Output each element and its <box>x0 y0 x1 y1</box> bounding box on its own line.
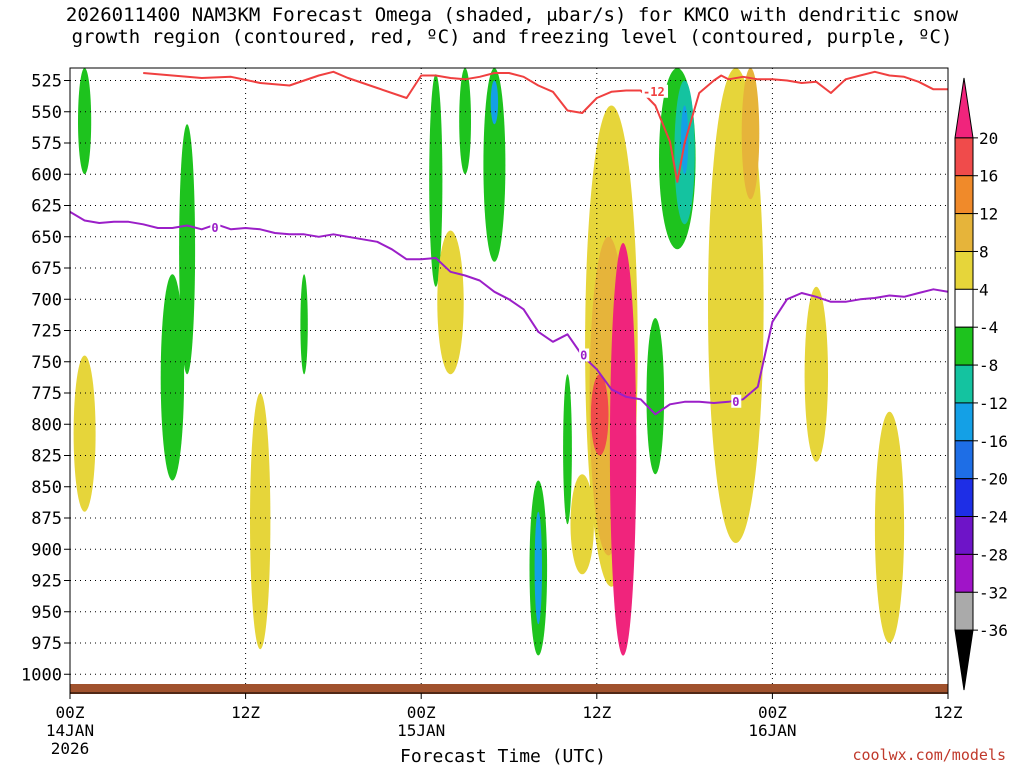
colorbar-bin-13 <box>954 591 974 631</box>
colorbar-label-6: -8 <box>979 356 998 375</box>
omega-region-20 <box>609 242 637 656</box>
colorbar-bin-12 <box>954 553 974 593</box>
omega-region-0 <box>78 68 92 175</box>
colorbar-label-7: -12 <box>979 394 1008 413</box>
colorbar-bin-7 <box>954 364 974 404</box>
colorbar-bin-5 <box>954 288 974 328</box>
y-tick-label-900: 900 <box>31 540 62 560</box>
x-tick-label-5: 12Z <box>934 703 963 722</box>
colorbar-bin-6 <box>954 326 974 366</box>
terrain-ground <box>70 684 948 694</box>
title-line-1: 2026011400 NAM3KM Forecast Omega (shaded… <box>65 4 959 26</box>
colorbar-label-9: -20 <box>979 470 1008 489</box>
colorbar-arrow-bottom <box>954 629 974 691</box>
y-tick-label-775: 775 <box>31 384 62 404</box>
colorbar-arrow-top <box>954 77 974 139</box>
omega-region-9 <box>534 511 542 625</box>
colorbar-bin-11 <box>954 516 974 555</box>
dgz-label: -12 <box>643 85 665 99</box>
y-tick-label-675: 675 <box>31 259 62 279</box>
dgz-label-bg <box>642 84 669 98</box>
y-tick-label-600: 600 <box>31 165 62 185</box>
colorbar-label-4: 4 <box>979 280 989 299</box>
colorbar-bin-1 <box>954 137 974 177</box>
y-tick-label-550: 550 <box>31 103 62 123</box>
credit-text: coolwx.com/models <box>852 746 1006 764</box>
y-tick-label-875: 875 <box>31 509 62 529</box>
colorbar-label-11: -28 <box>979 545 1008 564</box>
omega-region-4 <box>429 74 443 287</box>
x-date-label-4: 16JAN <box>748 721 796 740</box>
y-tick-label-950: 950 <box>31 603 62 623</box>
omega-region-24 <box>874 411 905 643</box>
omega-region-7 <box>490 80 499 125</box>
x-year-label-0: 2026 <box>51 739 90 758</box>
y-tick-label-650: 650 <box>31 228 62 248</box>
omega-region-2 <box>179 124 196 375</box>
y-tick-label-825: 825 <box>31 447 62 467</box>
omega-region-23 <box>804 286 828 462</box>
omega-region-16 <box>250 392 271 650</box>
x-tick-label-3: 12Z <box>582 703 611 722</box>
plot-frame <box>69 67 949 694</box>
x-axis-label: Forecast Time (UTC) <box>400 746 606 767</box>
y-tick-label-700: 700 <box>31 290 62 310</box>
omega-region-26 <box>570 474 594 575</box>
x-tick-label-1: 12Z <box>231 703 260 722</box>
y-tick-label-725: 725 <box>31 322 62 342</box>
omega-region-3 <box>300 274 308 375</box>
colorbar-bin-3 <box>954 213 974 253</box>
chart-title: 2026011400 NAM3KM Forecast Omega (shaded… <box>0 4 1024 48</box>
x-tick-label-0: 00Z <box>56 703 85 722</box>
x-tick-label-2: 00Z <box>407 703 436 722</box>
y-tick-label-750: 750 <box>31 353 62 373</box>
freezing-level-label-1-bg <box>210 221 221 234</box>
x-date-label-2: 15JAN <box>397 721 445 740</box>
colorbar-label-12: -32 <box>979 583 1008 602</box>
y-tick-label-575: 575 <box>31 134 62 154</box>
omega-region-15 <box>73 355 96 512</box>
omega-region-6 <box>483 68 506 262</box>
omega-region-1 <box>160 274 185 481</box>
colorbar-label-0: 20 <box>979 129 998 148</box>
colorbar-bin-2 <box>954 175 974 215</box>
omega-region-19 <box>590 374 609 456</box>
colorbar-label-1: 16 <box>979 167 998 186</box>
freezing-level-label-2: 0 <box>580 349 587 363</box>
freezing-level-label-3: 0 <box>732 395 739 409</box>
colorbar-label-8: -16 <box>979 432 1008 451</box>
omega-region-22 <box>741 68 760 200</box>
colorbar-label-3: 8 <box>979 242 989 261</box>
x-tick-label-4: 00Z <box>758 703 787 722</box>
colorbar-label-5: -4 <box>979 318 998 337</box>
colorbar-bin-10 <box>954 478 974 518</box>
y-tick-label-925: 925 <box>31 572 62 592</box>
colorbar-bin-4 <box>954 251 974 290</box>
freezing-level-label-3-bg <box>731 394 742 408</box>
y-tick-label-800: 800 <box>31 415 62 435</box>
y-tick-label-850: 850 <box>31 478 62 498</box>
y-tick-label-975: 975 <box>31 634 62 654</box>
freezing-level-label-1: 0 <box>211 221 218 235</box>
colorbar-bin-9 <box>954 440 974 480</box>
colorbar-bin-8 <box>954 402 974 442</box>
colorbar-label-2: 12 <box>979 205 998 224</box>
x-date-label-0: 14JAN <box>46 721 94 740</box>
dgz-minus12-contour <box>143 70 948 183</box>
y-tick-label-625: 625 <box>31 197 62 217</box>
colorbar-label-13: -36 <box>979 621 1008 640</box>
omega-region-25 <box>437 230 464 375</box>
y-tick-label-1000: 1000 <box>21 665 62 685</box>
freezing-level-label-2-bg <box>579 348 590 362</box>
omega-region-14 <box>646 318 665 475</box>
colorbar-label-10: -24 <box>979 508 1008 527</box>
omega-region-5 <box>459 68 471 175</box>
omega-region-10 <box>563 374 572 525</box>
title-line-2: growth region (contoured, red, ºC) and f… <box>71 26 953 48</box>
y-tick-label-525: 525 <box>31 72 62 92</box>
